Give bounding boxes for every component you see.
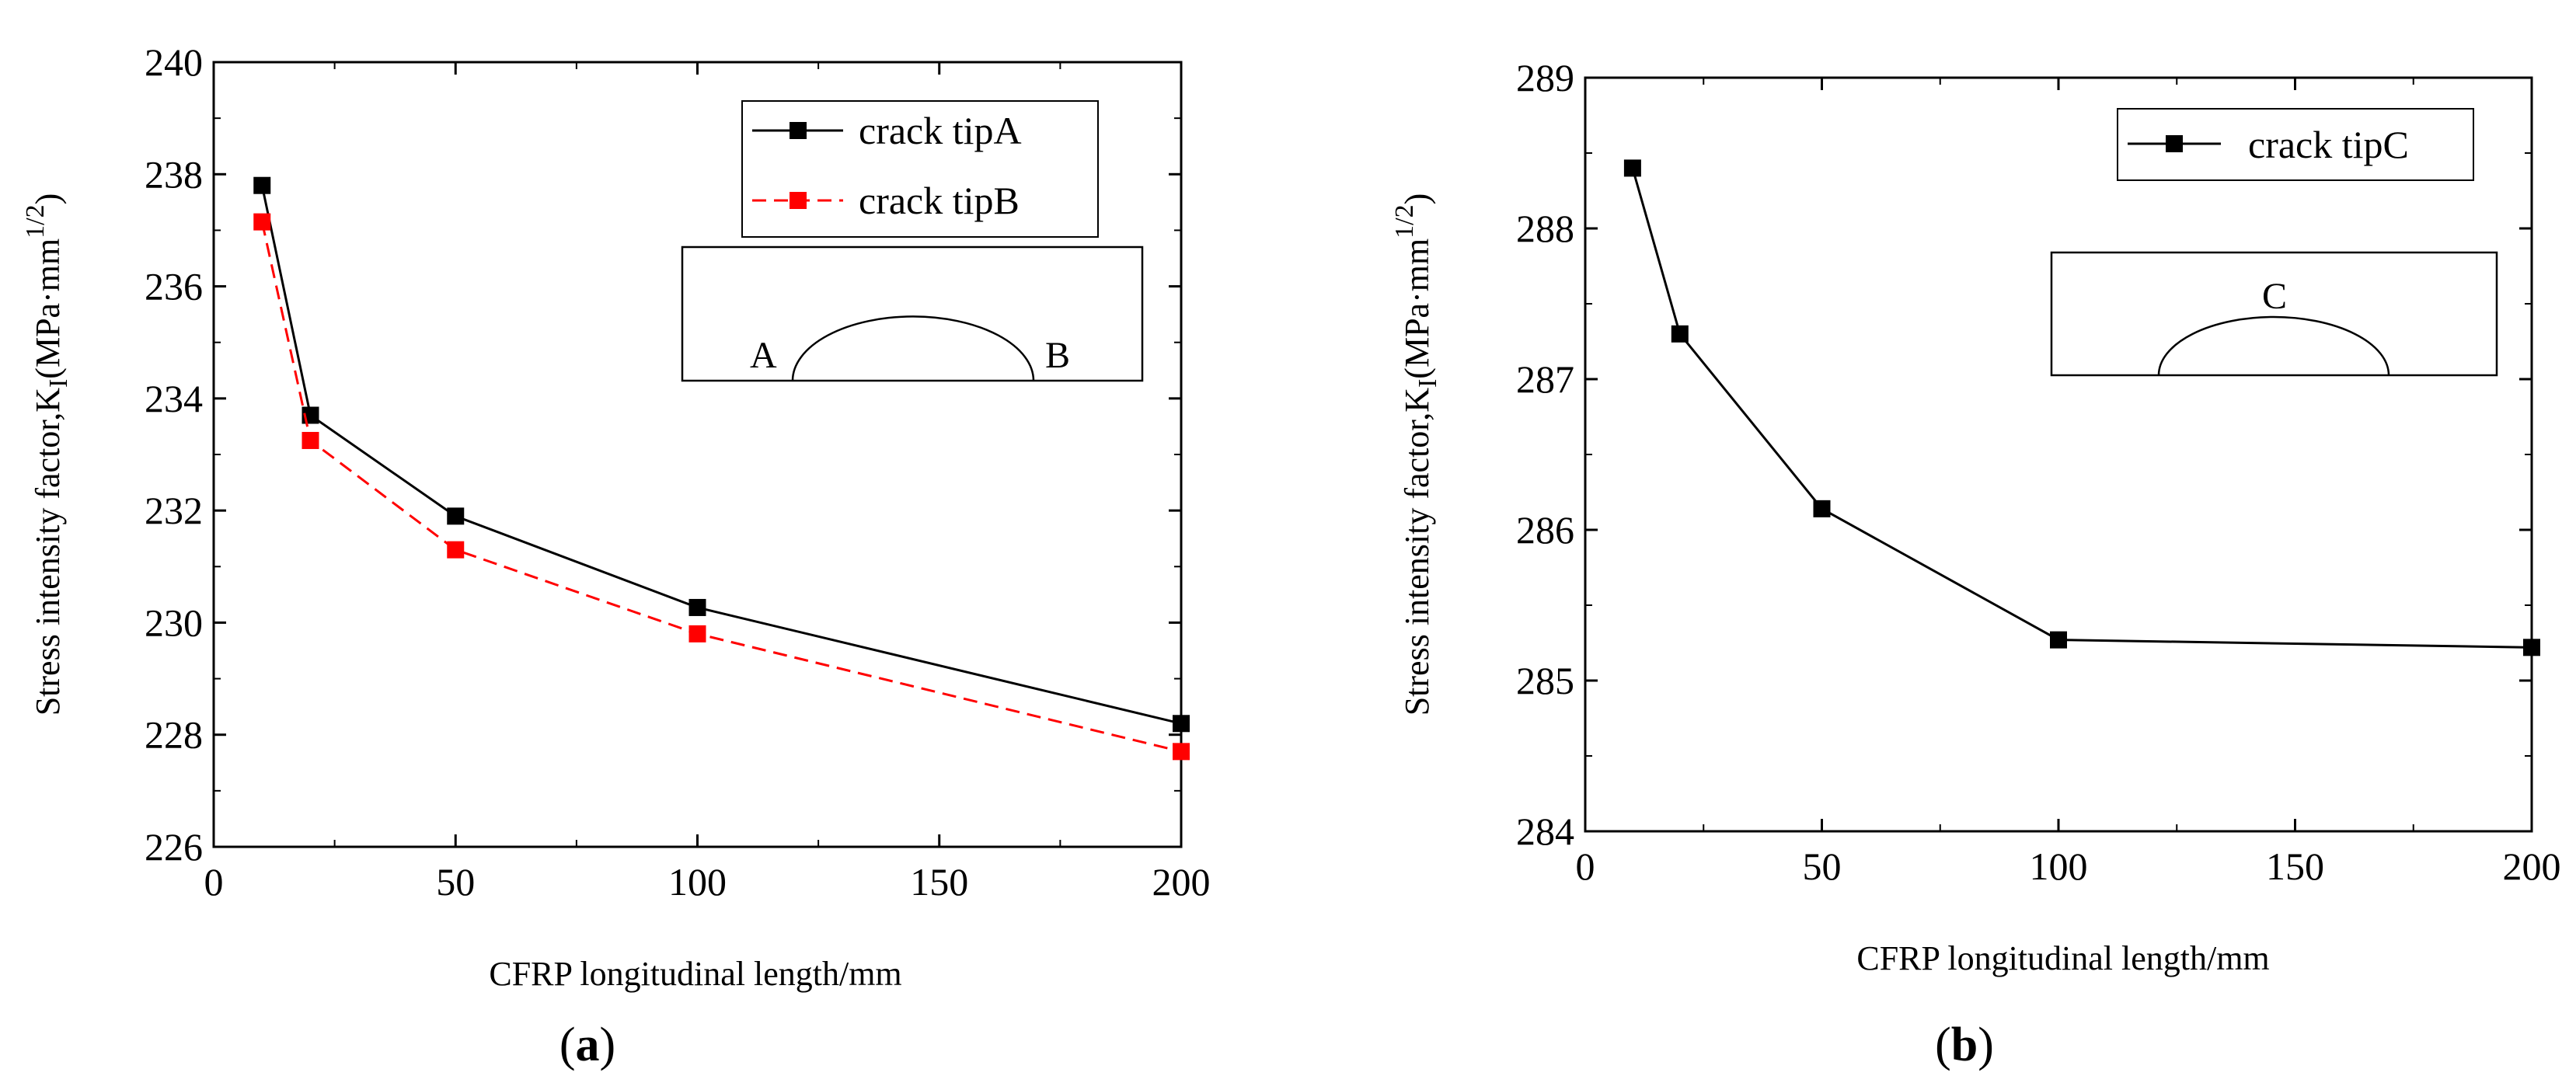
panel-a-y-tick-label: 234 (145, 377, 203, 420)
data-point-crack-tipb (302, 431, 319, 449)
panel-b-x-tick-label: 50 (1803, 844, 1842, 888)
panel-a-y-tick-label: 232 (145, 489, 203, 532)
legend-label-crack-tip-b: crack tipB (859, 179, 1020, 222)
panel-b-y-tick-label: 287 (1516, 357, 1574, 401)
panel-a-caption: (a) (559, 1019, 615, 1071)
panel-a-y-tick-label: 236 (145, 265, 203, 308)
data-point-crack-tipb (447, 541, 465, 559)
panel-a-x-axis-title: CFRP longitudinal length/mm (489, 955, 901, 993)
panel-b-y-tick-label: 284 (1516, 810, 1574, 853)
panel-b-y-tick-label: 289 (1516, 56, 1574, 99)
data-point-crack-tipa (688, 598, 706, 616)
data-point-crack-tipc (1623, 159, 1641, 177)
panel-a-x-tick-label: 150 (910, 860, 968, 904)
panel-a-x-tick-label: 0 (204, 860, 224, 904)
panel-b-caption: (b) (1935, 1019, 1994, 1071)
panel-a-y-tick-label: 240 (145, 40, 203, 84)
legend-marker-crack-tip-b (790, 192, 807, 209)
legend-marker-crack-tip-c (2166, 135, 2183, 152)
inset-a-crack-arc (791, 315, 1035, 381)
panel-a-y-tick-label: 228 (145, 713, 203, 757)
data-point-crack-tipc (1671, 325, 1689, 343)
panel-b-x-tick-label: 150 (2266, 844, 2324, 888)
legend-label-crack-tip-a: crack tipA (859, 109, 1022, 152)
panel-a-x-tick-label: 200 (1152, 860, 1211, 904)
panel-b: 0 50 100 150 200 284 285 286 287 288 289 crack tip… (1390, 56, 2561, 1071)
panel-b-x-tick-label: 100 (2030, 844, 2088, 888)
panel-a-ticks: 0 50 100 150 200 226 228 230 232 234 236 238 240 (145, 40, 1211, 904)
panel-b-x-tick-label: 200 (2503, 844, 2561, 888)
inset-b-frame (2050, 251, 2498, 377)
legend-label-crack-tip-c: crack tipC (2248, 123, 2409, 166)
legend-marker-crack-tip-a (790, 122, 807, 139)
panel-a-y-tick-label: 238 (145, 152, 203, 196)
data-point-crack-tipb (253, 213, 271, 231)
panel-b-x-axis-title: CFRP longitudinal length/mm (1856, 939, 2269, 977)
panel-b-inset: C (2050, 251, 2498, 377)
inset-label-b: B (1045, 335, 1070, 376)
data-point-crack-tipa (253, 176, 271, 194)
inset-label-c: C (2262, 276, 2287, 317)
series-line-crack-tipb (260, 221, 1182, 753)
data-point-crack-tipa (1173, 715, 1190, 733)
panel-b-y-tick-label: 286 (1516, 508, 1574, 552)
panel-a-inset: A B (681, 246, 1144, 382)
panel-b-legend: crack tipC (2117, 108, 2474, 181)
series-line-crack-tipa (260, 185, 1182, 725)
data-point-crack-tipc (2523, 639, 2540, 656)
panel-a-legend: crack tipA crack tipB (741, 100, 1099, 238)
panel-a-series (253, 176, 1190, 761)
panel-a-x-tick-label: 50 (436, 860, 475, 904)
data-point-crack-tipc (1813, 500, 1831, 517)
data-point-crack-tipc (2050, 631, 2067, 649)
panel-a-x-tick-label: 100 (668, 860, 727, 904)
panel-a-y-tick-label: 230 (145, 601, 203, 644)
panel-a: 0 50 100 150 200 226 228 230 232 234 236 238 240 cra… (21, 40, 1211, 1071)
data-point-crack-tipb (1173, 743, 1190, 761)
panel-b-series (1623, 159, 2540, 656)
panel-b-y-tick-label: 288 (1516, 207, 1574, 250)
panel-a-y-tick-label: 226 (145, 825, 203, 869)
panel-a-y-axis-title: Stress intensity factor,KI(MPa·mm1/2) (21, 193, 73, 716)
panel-b-ticks: 0 50 100 150 200 284 285 286 287 288 289 (1516, 56, 2561, 888)
inset-b-crack-arc (2157, 315, 2390, 376)
series-line-crack-tipc (1631, 167, 2532, 649)
panel-b-x-tick-label: 0 (1576, 844, 1595, 888)
panel-b-plot-frame (1584, 76, 2533, 833)
inset-label-a: A (750, 335, 777, 376)
panel-b-y-tick-label: 285 (1516, 659, 1574, 702)
data-point-crack-tipb (688, 625, 706, 642)
data-point-crack-tipa (447, 507, 465, 525)
inset-a-frame (681, 246, 1144, 382)
panel-b-y-axis-title: Stress intensity factor,KI(MPa·mm1/2) (1390, 193, 1442, 716)
